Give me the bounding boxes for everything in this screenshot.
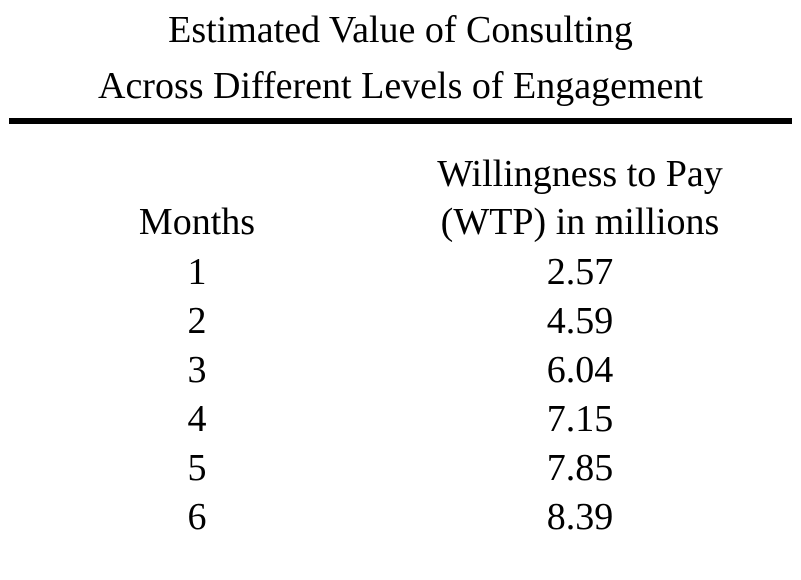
header-months: Months [138, 201, 256, 243]
title-line-2: Across Different Levels of Engagement [98, 65, 703, 107]
table-row-1-wtp: 2.57 [546, 251, 614, 293]
table-row-2-wtp: 4.59 [546, 300, 614, 342]
header-wtp-line-1: Willingness to Pay [437, 153, 723, 195]
table-row-3-months: 3 [187, 349, 207, 391]
table-row-3-wtp: 6.04 [546, 349, 614, 391]
table-row-5-wtp: 7.85 [546, 447, 614, 489]
table-row-6-months: 6 [187, 496, 207, 538]
table-row-4-months: 4 [187, 398, 207, 440]
table-row-4-wtp: 7.15 [546, 398, 614, 440]
table-row-1-months: 1 [187, 251, 207, 293]
header-wtp-line-2: (WTP) in millions [440, 201, 720, 243]
table-row-5-months: 5 [187, 447, 207, 489]
table-row-2-months: 2 [187, 300, 207, 342]
title-line-1: Estimated Value of Consulting [168, 9, 633, 51]
table-row-6-wtp: 8.39 [546, 496, 614, 538]
header-rule [9, 118, 792, 124]
